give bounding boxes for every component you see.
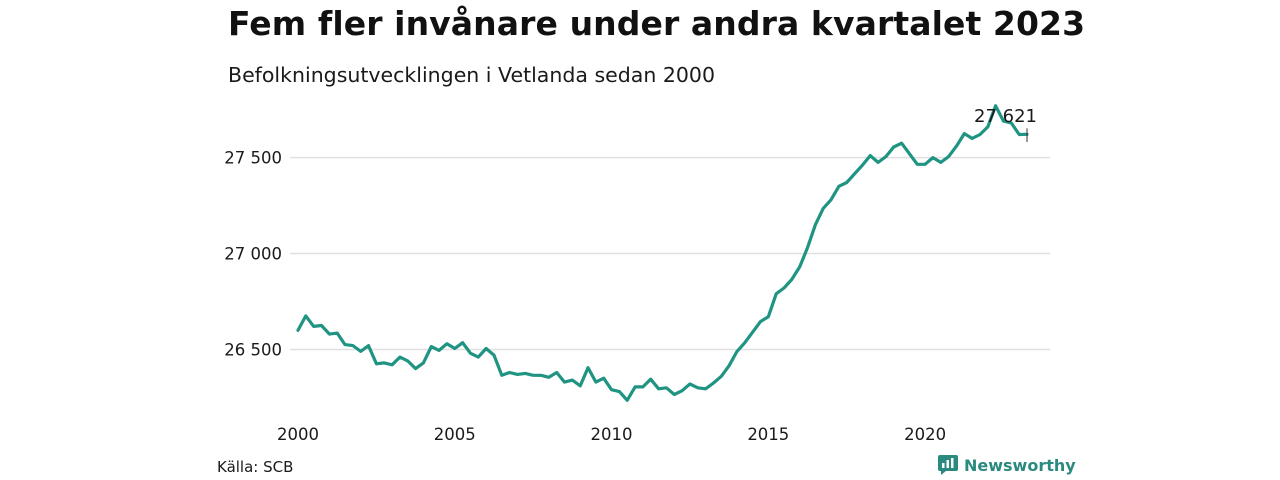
x-tick-label: 2020 — [904, 425, 946, 444]
series-group — [296, 104, 1029, 402]
y-axis-ticks: 26 500 27 000 27 500 — [224, 149, 282, 360]
chart-title: Fem fler invånare under andra kvartalet … — [228, 4, 1086, 43]
newsworthy-logo-icon — [938, 455, 958, 475]
chart-subtitle: Befolkningsutvecklingen i Vetlanda sedan… — [228, 63, 715, 87]
brand-logo[interactable]: Newsworthy — [938, 455, 1076, 475]
gridlines — [290, 156, 1050, 351]
x-tick-label: 2000 — [277, 425, 319, 444]
x-tick-label: 2015 — [747, 425, 789, 444]
source-note: Källa: SCB — [217, 458, 294, 476]
brand-name: Newsworthy — [964, 455, 1076, 475]
x-tick-label: 2005 — [434, 425, 476, 444]
end-annotation: 27 621 — [974, 106, 1037, 142]
x-tick-label: 2010 — [591, 425, 633, 444]
end-value-label: 27 621 — [974, 106, 1037, 127]
x-axis-ticks: 2000 2005 2010 2015 2020 — [277, 425, 946, 444]
series-line — [296, 104, 1029, 402]
y-tick-label: 27 500 — [224, 149, 282, 168]
y-tick-label: 27 000 — [224, 245, 282, 264]
y-tick-label: 26 500 — [224, 340, 282, 359]
